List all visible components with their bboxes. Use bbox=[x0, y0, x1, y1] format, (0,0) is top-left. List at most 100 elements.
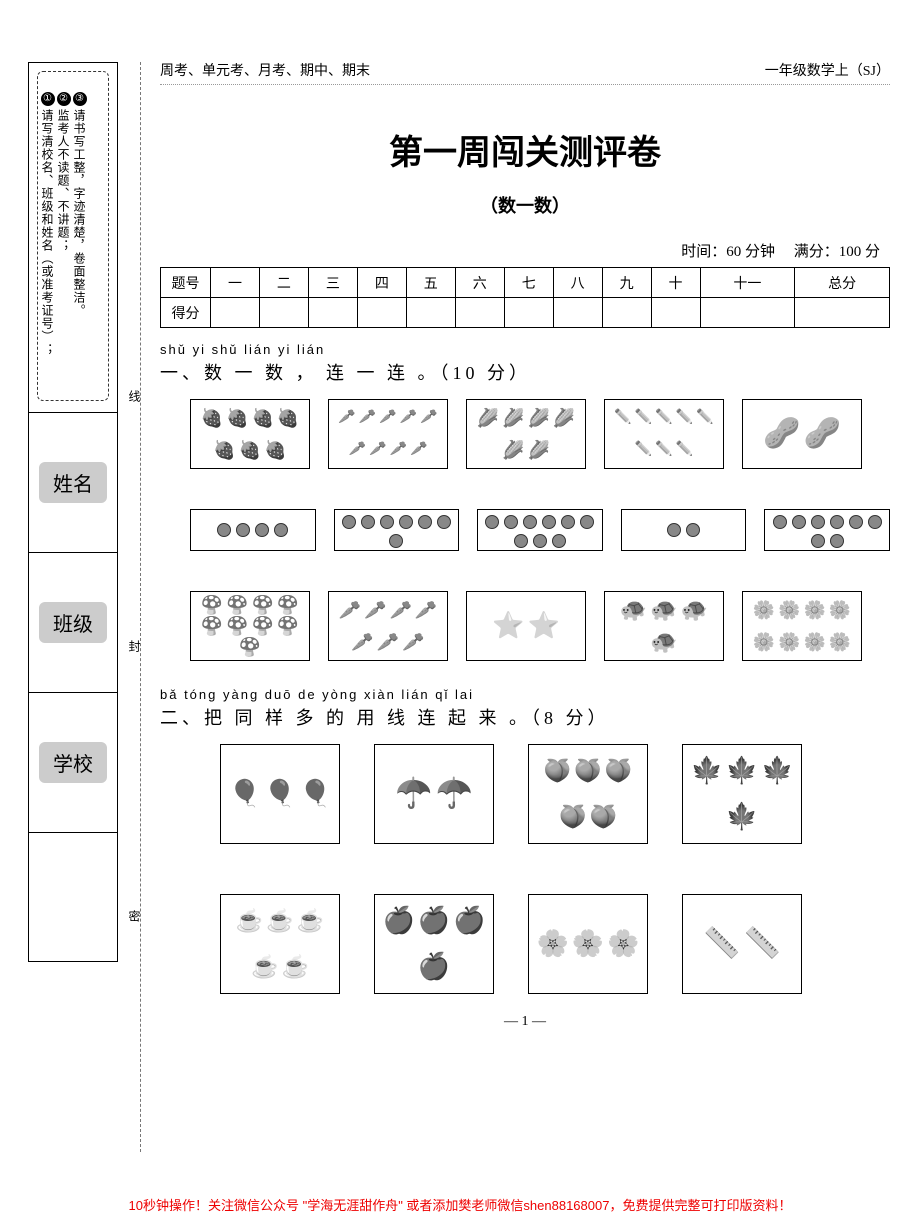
rules-box: ①请写清校名、班级和姓名（或准考证号）； ②监考人不读题、不讲题； ③请书写工整… bbox=[29, 63, 117, 413]
item-icon: 🌽 bbox=[477, 409, 499, 427]
score-col: 一 bbox=[211, 268, 260, 298]
item-icon: 🍑 bbox=[559, 806, 586, 828]
score-blank bbox=[308, 298, 357, 328]
header-right: 一年级数学上（SJ） bbox=[765, 60, 890, 80]
footer-ad: 10秒钟操作！关注微信公众号 "学海无涯甜作舟" 或者添加樊老师微信shen88… bbox=[0, 1195, 920, 1214]
blank-cell bbox=[29, 833, 117, 1093]
dot-icon bbox=[830, 515, 844, 529]
item-icon: 🍄 bbox=[201, 617, 223, 635]
item-icon: 🌼 bbox=[778, 601, 800, 619]
item-icon: 🌸 bbox=[607, 931, 639, 957]
dot-icon bbox=[533, 534, 547, 548]
class-label: 班级 bbox=[39, 602, 107, 643]
q2-bot-row: ☕☕☕☕☕ 🍎🍎🍎🍎 🌸🌸🌸 📏📏 bbox=[220, 894, 890, 994]
item-icon: 🍎 bbox=[382, 908, 414, 934]
item-icon: ☕ bbox=[236, 910, 263, 932]
item-icon: 🥕 bbox=[369, 443, 386, 457]
q2-pinyin: bǎ tóng yàng duō de yòng xiàn lián qǐ la… bbox=[160, 687, 890, 702]
item-icon: ☂️ bbox=[436, 779, 473, 809]
main-title: 第一周闯关测评卷 bbox=[160, 125, 890, 174]
dot-icon bbox=[580, 515, 594, 529]
item-icon: 🌼 bbox=[778, 633, 800, 651]
item-icon: 🍄 bbox=[226, 596, 248, 614]
dot-icon bbox=[255, 523, 269, 537]
item-icon: 🌽 bbox=[553, 409, 575, 427]
score-col: 九 bbox=[602, 268, 651, 298]
item-icon: 🥕 bbox=[420, 411, 437, 425]
score-col: 总分 bbox=[795, 268, 890, 298]
item-icon: 🥕 bbox=[351, 633, 373, 651]
score-blank bbox=[259, 298, 308, 328]
item-icon: 🍁 bbox=[761, 758, 793, 784]
item-icon: ✏️ bbox=[676, 411, 693, 425]
score-row2-head: 得分 bbox=[161, 298, 211, 328]
score-col: 六 bbox=[455, 268, 504, 298]
score-blank bbox=[211, 298, 260, 328]
item-card: 🐢🐢🐢🐢 bbox=[604, 591, 724, 661]
item-icon: 🎈 bbox=[228, 781, 260, 807]
item-icon: 🌽 bbox=[528, 409, 550, 427]
school-label: 学校 bbox=[39, 742, 107, 783]
item-icon: 🍎 bbox=[418, 908, 450, 934]
score-col: 三 bbox=[308, 268, 357, 298]
item-icon: 🥕 bbox=[338, 411, 355, 425]
item-icon: 🐢 bbox=[650, 599, 677, 621]
item-card: 🌸🌸🌸 bbox=[528, 894, 648, 994]
item-icon: 📏 bbox=[703, 929, 740, 959]
dot-icon bbox=[523, 515, 537, 529]
q1-title: 一、数 一 数 ， 连 一 连 。（10 分） bbox=[160, 359, 890, 385]
dot-card bbox=[477, 509, 603, 551]
item-icon: 🐢 bbox=[620, 599, 647, 621]
score-blank bbox=[455, 298, 504, 328]
rule-2: ②监考人不读题、不讲题； bbox=[55, 92, 72, 252]
dot-icon bbox=[773, 515, 787, 529]
name-label: 姓名 bbox=[39, 462, 107, 503]
item-icon: ✏️ bbox=[655, 411, 672, 425]
score-col: 二 bbox=[259, 268, 308, 298]
item-icon: 🍓 bbox=[264, 441, 286, 459]
dot-icon bbox=[418, 515, 432, 529]
item-card: ✏️✏️✏️✏️✏️✏️✏️✏️ bbox=[604, 399, 724, 469]
dot-icon bbox=[686, 523, 700, 537]
item-card: 🍎🍎🍎🍎 bbox=[374, 894, 494, 994]
q1-bot-row: 🍄🍄🍄🍄🍄🍄🍄🍄🍄🥕🥕🥕🥕🥕🥕🥕⭐⭐🐢🐢🐢🐢🌼🌼🌼🌼🌼🌼🌼🌼 bbox=[190, 591, 890, 661]
item-icon: 🍄 bbox=[277, 617, 299, 635]
binding-line bbox=[140, 62, 141, 1152]
item-icon: 🥕 bbox=[410, 443, 427, 457]
item-icon: 🍄 bbox=[239, 638, 261, 656]
score-col: 四 bbox=[357, 268, 406, 298]
dot-icon bbox=[542, 515, 556, 529]
dot-icon bbox=[236, 523, 250, 537]
item-card: 📏📏 bbox=[682, 894, 802, 994]
q1-pinyin: shǔ yi shǔ lián yi lián bbox=[160, 342, 890, 357]
item-icon: 🍓 bbox=[201, 409, 223, 427]
item-card: 🍁🍁🍁🍁 bbox=[682, 744, 802, 844]
dot-icon bbox=[514, 534, 528, 548]
dot-icon bbox=[561, 515, 575, 529]
item-icon: 🌼 bbox=[753, 601, 775, 619]
item-icon: 🐢 bbox=[650, 631, 677, 653]
score-col: 七 bbox=[504, 268, 553, 298]
dot-icon bbox=[849, 515, 863, 529]
item-icon: 🍄 bbox=[226, 617, 248, 635]
item-icon: 🍄 bbox=[252, 617, 274, 635]
item-icon: 🎈 bbox=[299, 781, 331, 807]
item-icon: 🍄 bbox=[201, 596, 223, 614]
item-card: ⭐⭐ bbox=[466, 591, 586, 661]
item-icon: ✏️ bbox=[655, 443, 672, 457]
main-content: 周考、单元考、月考、期中、期末 一年级数学上（SJ） 第一周闯关测评卷 （数一数… bbox=[160, 60, 890, 1030]
item-icon: 🍁 bbox=[726, 804, 758, 830]
item-card: ☕☕☕☕☕ bbox=[220, 894, 340, 994]
item-card: 🥕🥕🥕🥕🥕🥕🥕 bbox=[328, 591, 448, 661]
score-col: 八 bbox=[553, 268, 602, 298]
item-icon: ✏️ bbox=[614, 411, 631, 425]
score-col: 十 bbox=[651, 268, 700, 298]
subtitle: （数一数） bbox=[160, 192, 890, 218]
score-blank bbox=[700, 298, 795, 328]
item-icon: 🥕 bbox=[339, 601, 361, 619]
score-blank bbox=[357, 298, 406, 328]
q1-top-row: 🍓🍓🍓🍓🍓🍓🍓🥕🥕🥕🥕🥕🥕🥕🥕🥕🌽🌽🌽🌽🌽🌽✏️✏️✏️✏️✏️✏️✏️✏️🥜🥜 bbox=[190, 399, 890, 469]
item-icon: 🌼 bbox=[804, 601, 826, 619]
item-icon: 🍄 bbox=[252, 596, 274, 614]
item-icon: ☂️ bbox=[395, 779, 432, 809]
